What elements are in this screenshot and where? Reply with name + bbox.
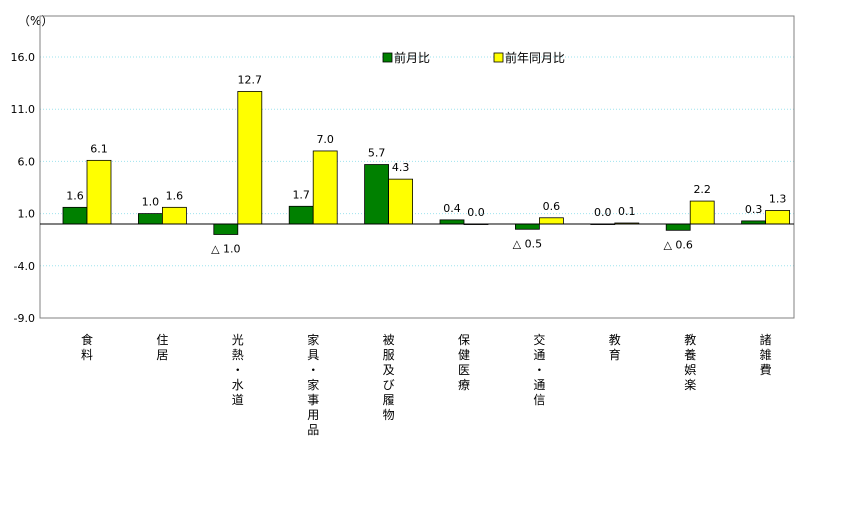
- bar-series-2-4: [312, 150, 338, 225]
- category-label-5: 被: [383, 333, 395, 347]
- category-label-9: 教: [684, 332, 696, 347]
- category-label-9: 娯: [684, 363, 696, 377]
- y-tick-label: 11.0: [11, 103, 36, 116]
- category-label-5: 物: [383, 408, 395, 422]
- category-label-4: 品: [307, 423, 319, 437]
- data-label-series-2-8: 0.1: [618, 205, 636, 218]
- y-tick-label: -9.0: [14, 312, 35, 325]
- category-label-9: 養: [684, 347, 696, 362]
- category-label-5: び: [383, 378, 395, 392]
- category-label-5: 及: [383, 363, 395, 377]
- category-label-10: 雑: [760, 347, 772, 362]
- category-label-10: 諸: [760, 332, 772, 347]
- category-label-3: ・: [232, 363, 244, 377]
- category-label-1: 料: [81, 348, 93, 362]
- bar-series-2-5: [388, 178, 414, 225]
- category-label-2: 住: [156, 333, 168, 347]
- bar-series-1-4: [288, 205, 314, 225]
- data-label-series-2-9: 2.2: [693, 183, 711, 196]
- category-label-7: 交: [533, 332, 545, 347]
- data-label-series-1-5: 5.7: [368, 147, 386, 160]
- data-label-series-2-3: 12.7: [238, 73, 263, 86]
- y-tick-label: 16.0: [11, 51, 36, 64]
- data-labels: 1.6 1.0 △ 1.0 1.7 5.7 0.4 △ 0.5 0.0 △ 0.6 0.3 6.1 1…: [66, 73, 786, 255]
- plot-area: [39, 15, 795, 319]
- bar-series-1-7: [515, 223, 540, 230]
- category-label-4: 家: [307, 377, 319, 392]
- category-label-2: 居: [156, 348, 168, 362]
- legend: 前月比 前年同月比: [382, 50, 565, 65]
- category-label-4: 用: [307, 408, 319, 422]
- data-label-series-2-10: 1.3: [769, 192, 787, 205]
- bar-series-2-1: [86, 159, 112, 225]
- category-label-4: 家: [307, 332, 319, 347]
- y-tick-label: -4.0: [14, 260, 35, 273]
- category-label-1: 食: [81, 332, 93, 347]
- category-label-6: 療: [458, 378, 470, 392]
- data-label-series-2-5: 4.3: [392, 161, 410, 174]
- category-label-3: 熱: [232, 348, 244, 362]
- category-label-6: 医: [458, 363, 470, 377]
- category-label-3: 道: [232, 393, 244, 407]
- category-label-6: 保: [458, 333, 470, 347]
- category-label-8: 教: [609, 332, 621, 347]
- y-tick-label: 6.0: [18, 155, 36, 168]
- category-label-7: 通: [533, 378, 545, 392]
- gridlines: [40, 56, 794, 267]
- data-label-series-1-7: △ 0.5: [513, 237, 542, 250]
- data-label-series-1-6: 0.4: [443, 202, 461, 215]
- category-label-7: 信: [533, 393, 545, 407]
- data-label-series-1-2: 1.0: [142, 196, 160, 209]
- category-label-4: 事: [307, 393, 319, 407]
- bar-series-2-7: [539, 217, 564, 225]
- data-label-series-2-6: 0.0: [467, 206, 485, 219]
- bar-series-1-1: [62, 206, 88, 225]
- legend-label-series-1: 前月比: [394, 50, 430, 65]
- legend-swatch-series-1: [382, 52, 393, 63]
- bar-series-1-6: [439, 219, 465, 225]
- category-label-4: ・: [307, 363, 319, 377]
- category-label-8: 育: [609, 347, 621, 362]
- category-label-9: 楽: [684, 378, 696, 392]
- bars: [62, 91, 790, 235]
- bar-series-1-9: [665, 223, 691, 231]
- data-label-series-2-4: 7.0: [316, 133, 334, 146]
- data-label-series-2-7: 0.6: [543, 200, 561, 213]
- legend-swatch-series-2: [493, 52, 504, 63]
- legend-label-series-2: 前年同月比: [505, 50, 565, 65]
- category-label-7: 通: [533, 348, 545, 362]
- category-label-6: 健: [458, 348, 470, 362]
- data-label-series-1-1: 1.6: [66, 189, 84, 202]
- bar-series-1-5: [364, 164, 390, 225]
- category-label-4: 具: [307, 348, 319, 362]
- data-label-series-2-1: 6.1: [90, 142, 108, 155]
- bar-series-2-3: [237, 91, 263, 225]
- data-label-series-1-4: 1.7: [292, 188, 310, 201]
- bar-series-1-2: [137, 213, 163, 225]
- y-axis-ticks: 16.0 11.0 6.0 1.0 -4.0 -9.0: [11, 51, 36, 325]
- data-label-series-1-10: 0.3: [745, 203, 763, 216]
- data-label-series-1-9: △ 0.6: [663, 238, 692, 251]
- category-label-3: 水: [232, 378, 244, 392]
- category-label-5: 服: [383, 348, 395, 362]
- category-label-3: 光: [232, 333, 244, 347]
- data-label-series-1-8: 0.0: [594, 206, 612, 219]
- y-axis-unit-label: （%）: [18, 14, 53, 28]
- bar-series-2-10: [765, 210, 790, 225]
- category-label-5: 履: [383, 393, 395, 407]
- bar-series-2-2: [161, 206, 187, 225]
- data-label-series-2-2: 1.6: [166, 189, 184, 202]
- bar-series-1-3: [213, 223, 239, 235]
- category-label-7: ・: [533, 363, 545, 377]
- category-label-10: 費: [760, 362, 772, 377]
- bar-series-2-9: [689, 200, 715, 225]
- y-tick-label: 1.0: [18, 208, 36, 221]
- data-label-series-1-3: △ 1.0: [211, 242, 240, 255]
